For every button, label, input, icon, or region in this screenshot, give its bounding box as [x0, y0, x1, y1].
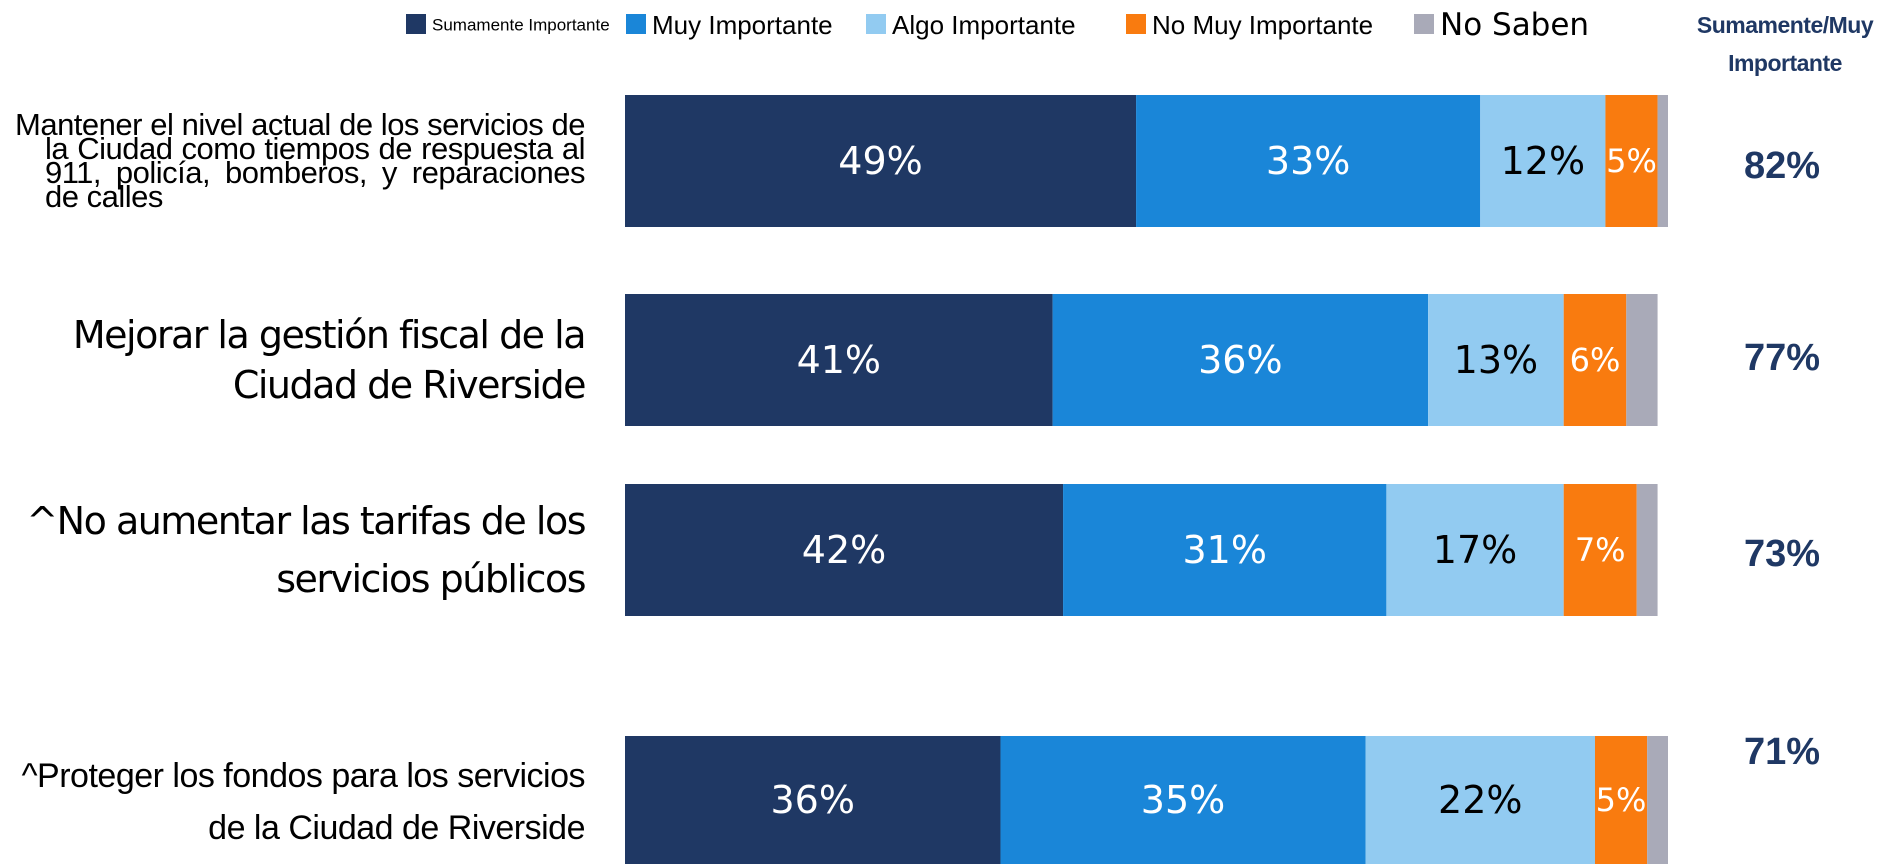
total-label: 77% — [1744, 337, 1820, 379]
bar-label: 33% — [1266, 139, 1350, 183]
bar-segment — [1365, 736, 1595, 864]
category-label: Mantener el nivel actual de los servicio… — [15, 68, 586, 254]
legend-swatch — [1126, 14, 1146, 34]
bar-label: 6% — [1570, 341, 1621, 379]
bar-label: 22% — [1438, 778, 1522, 822]
bar-label: 5% — [1606, 142, 1657, 180]
bar-segment — [1626, 294, 1658, 426]
total-label: 71% — [1744, 731, 1820, 773]
total-label: 82% — [1744, 145, 1820, 187]
legend-label: No Saben — [1440, 7, 1589, 43]
bar-label: 41% — [797, 338, 881, 382]
bar-segment — [625, 294, 1053, 426]
legend-swatch — [626, 14, 646, 34]
bar-label: 35% — [1141, 778, 1225, 822]
bar-segment — [1563, 484, 1637, 616]
bar-label: 5% — [1596, 781, 1647, 819]
bar-label: 42% — [802, 528, 886, 572]
bar-segment — [1563, 294, 1627, 426]
bar-segment — [1000, 736, 1366, 864]
bar-segment — [1594, 736, 1648, 864]
bar-segment — [1428, 294, 1564, 426]
bar-segment — [1386, 484, 1564, 616]
bar-label: 49% — [838, 139, 922, 183]
category-label: ^No aumentar las tarifas de los servicio… — [0, 484, 586, 616]
legend-label: Algo Importante — [892, 10, 1076, 40]
bar-segment — [1657, 95, 1668, 227]
category-text: ^Proteger los fondos para los servicios … — [21, 757, 586, 847]
category-text: Mejorar la gestión fiscal de la Ciudad d… — [72, 313, 587, 407]
bar-segment — [625, 95, 1137, 227]
bar-label: 31% — [1182, 528, 1266, 572]
bar-segment — [1480, 95, 1606, 227]
bar-segment — [625, 484, 1064, 616]
legend-label: Muy Importante — [652, 10, 833, 40]
bar-label: 36% — [771, 778, 855, 822]
bar-segment — [1052, 294, 1429, 426]
total-label: 73% — [1744, 533, 1820, 575]
category-text: ^No aumentar las tarifas de los servicio… — [26, 499, 586, 601]
bar-segment — [1605, 95, 1658, 227]
legend-swatch — [406, 14, 426, 34]
bar-segment — [1647, 736, 1668, 864]
bar-segment — [625, 736, 1001, 864]
legend-swatch — [866, 14, 886, 34]
bar-segment — [1636, 484, 1658, 616]
legend-swatch — [1414, 14, 1434, 34]
legend-label: No Muy Importante — [1152, 10, 1373, 40]
category-label: ^Proteger los fondos para los servicios … — [0, 740, 586, 864]
bar-segment — [1136, 95, 1481, 227]
bar-label: 36% — [1198, 338, 1282, 382]
bar-segment — [1063, 484, 1387, 616]
legend-label: Sumamente Importante — [432, 16, 610, 35]
bar-label: 7% — [1575, 531, 1626, 569]
bar-label: 17% — [1433, 528, 1517, 572]
category-text: Mantener el nivel actual de los servicio… — [15, 107, 586, 214]
bar-label: 13% — [1454, 338, 1538, 382]
category-label: Mejorar la gestión fiscal de la Ciudad d… — [0, 294, 587, 426]
bar-label: 12% — [1501, 139, 1585, 183]
totals-header: Sumamente/Muy Importante — [1696, 12, 1874, 76]
